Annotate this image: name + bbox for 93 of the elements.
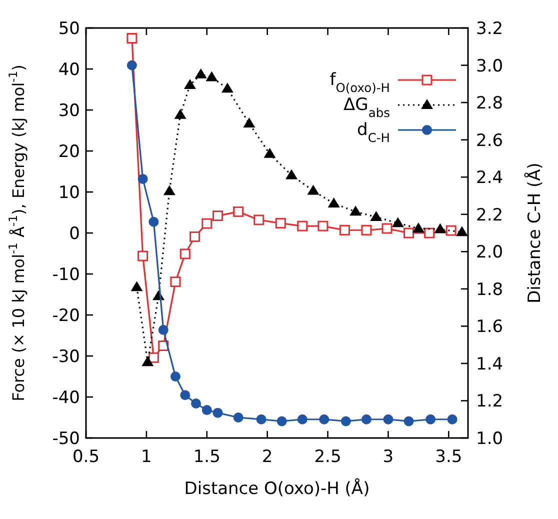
y2-tick-label: 1.0: [476, 429, 504, 449]
point: [434, 223, 446, 234]
point: [339, 224, 350, 236]
point: [319, 414, 330, 424]
y2-tick-label: 2.8: [476, 94, 504, 114]
point: [206, 71, 218, 82]
x-tick-label: 1.5: [193, 447, 220, 467]
x-tick-label: 2.5: [314, 447, 342, 467]
y2-tick-label: 1.4: [476, 354, 504, 374]
point: [243, 118, 256, 128]
point: [148, 352, 159, 363]
point: [297, 414, 308, 424]
point: [404, 228, 414, 238]
y2-tick-label: 2.2: [476, 205, 504, 226]
point: [404, 416, 414, 426]
point: [276, 416, 287, 426]
point: [383, 414, 394, 424]
x-tick-label: 3: [382, 447, 394, 467]
x-tick-label: 1: [141, 447, 152, 467]
y2-tick-label: 2.4: [476, 168, 504, 188]
point: [202, 405, 212, 416]
point: [194, 68, 207, 78]
y2-tick-label: 3.0: [476, 56, 504, 76]
point: [307, 184, 320, 195]
point: [163, 185, 176, 196]
y-tick-label: -40: [52, 388, 80, 408]
point: [221, 82, 234, 93]
point: [254, 214, 264, 226]
point: [361, 224, 372, 236]
point: [412, 222, 424, 232]
point: [446, 225, 456, 236]
y-tick-label: -20: [52, 306, 80, 326]
point: [456, 226, 468, 236]
legend-label: f$_{O(oxo)-H}$: [330, 70, 390, 95]
point: [392, 217, 404, 228]
point: [190, 231, 200, 242]
y-tick-label: 0: [69, 224, 80, 244]
y-tick-label: 40: [58, 60, 80, 80]
y-tick-label: 20: [58, 142, 80, 162]
point: [142, 356, 154, 366]
y2-tick-label: 2.6: [476, 130, 504, 151]
y-tick-label: 50: [58, 19, 80, 39]
point: [318, 220, 328, 232]
x-axis-title: Distance O(oxo)-H (Å): [184, 478, 370, 499]
x-tick-label: 0.5: [72, 447, 100, 467]
x-tick-label: 2: [262, 447, 273, 467]
point: [180, 248, 190, 260]
point: [138, 174, 148, 184]
point: [233, 412, 244, 422]
y-tick-label: -50: [52, 429, 80, 449]
point: [297, 220, 308, 232]
legend-label: d$_{C-H}$: [357, 120, 390, 145]
point: [447, 414, 458, 424]
point: [212, 408, 223, 418]
y-tick-label: -10: [52, 265, 80, 285]
y2-tick-label: 1.8: [476, 280, 504, 300]
point: [180, 390, 190, 400]
y2-tick-label: 2.0: [476, 242, 504, 263]
point: [370, 211, 382, 222]
point: [382, 223, 392, 234]
y-tick-label: -30: [52, 347, 80, 367]
point: [202, 218, 212, 229]
point: [256, 414, 266, 424]
y2-tick-label: 1.6: [476, 317, 504, 338]
point: [350, 206, 362, 216]
point: [126, 60, 137, 70]
point: [130, 281, 143, 292]
y2-axis-title: Distance C-H (Å): [524, 162, 545, 304]
point: [126, 33, 138, 44]
point: [424, 228, 435, 238]
point: [212, 210, 224, 222]
point: [184, 78, 196, 89]
point: [233, 206, 244, 217]
legend-label: ΔG$_{abs}$: [344, 95, 390, 120]
point: [286, 169, 298, 180]
point: [264, 148, 276, 158]
point: [328, 197, 340, 208]
point: [158, 324, 168, 335]
y2-tick-label: 3.2: [476, 19, 504, 39]
point: [191, 398, 202, 409]
point: [426, 414, 436, 424]
point: [275, 218, 286, 228]
x-tick-label: 3.5: [435, 447, 462, 467]
point: [170, 372, 180, 382]
point: [361, 414, 372, 424]
point: [174, 108, 186, 119]
y2-tick-label: 1.2: [476, 392, 504, 412]
point: [138, 250, 148, 262]
point: [340, 416, 351, 426]
point: [170, 276, 181, 288]
point: [148, 216, 159, 227]
y-tick-label: 10: [58, 183, 80, 203]
y-tick-label: 30: [58, 101, 80, 121]
